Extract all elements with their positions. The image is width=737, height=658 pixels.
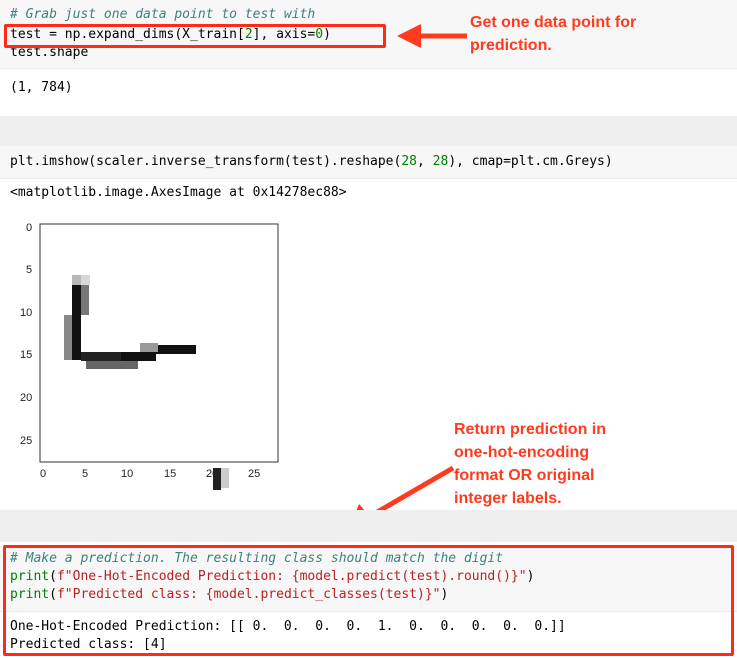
empty-code-cell[interactable] (0, 116, 737, 146)
cell-separator (0, 611, 737, 612)
code-comment-line: # Grab just one data point to test with (10, 7, 316, 22)
y-tick-label: 25 (20, 435, 33, 447)
x-tick-label: 25 (248, 468, 261, 480)
x-tick-label: 0 (40, 468, 47, 480)
code-line-print-class: print(f"Predicted class: {model.predict_… (10, 587, 449, 602)
y-tick-label: 15 (20, 349, 33, 361)
code-cell-1[interactable] (0, 0, 737, 68)
code-line-expand-dims: test = np.expand_dims(X_train[2], axis=0… (10, 27, 331, 42)
code-comment-prediction: # Make a prediction. The resulting class… (10, 551, 504, 566)
highlight-box-prediction (3, 545, 734, 656)
x-tick-label: 10 (121, 468, 134, 480)
x-tick-label: 15 (164, 468, 177, 480)
cell-1-output: (1, 784) (10, 80, 73, 95)
empty-code-cell[interactable] (0, 510, 737, 542)
cell-2-output: <matplotlib.image.AxesImage at 0x14278ec… (10, 185, 347, 200)
code-cell-3[interactable] (0, 545, 737, 611)
code-line-print-onehot: print(f"One-Hot-Encoded Prediction: {mod… (10, 569, 535, 584)
highlight-box-expand-dims (4, 24, 386, 48)
digit-plot: 0 5 10 15 20 25 0 5 10 15 20 25 (0, 200, 300, 490)
x-tick-label: 5 (82, 468, 89, 480)
predicted-class-output: Predicted class: [4] (10, 637, 167, 652)
code-cell-2[interactable] (0, 146, 737, 178)
annotation-arrow-1 (397, 24, 467, 48)
y-tick-label: 0 (26, 222, 33, 234)
code-line-imshow: plt.imshow(scaler.inverse_transform(test… (10, 154, 613, 169)
y-tick-label: 5 (26, 264, 33, 276)
y-tick-label: 20 (20, 392, 33, 404)
cell-separator (0, 68, 737, 69)
annotation-get-one-data-point: Get one data point for prediction. (470, 14, 637, 54)
annotation-return-prediction: Return prediction in one-hot-encoding fo… (454, 421, 606, 507)
code-line-shape: test.shape (10, 45, 89, 60)
onehot-prediction-output: One-Hot-Encoded Prediction: [[ 0. 0. 0. … (10, 619, 566, 634)
y-tick-label: 10 (20, 307, 33, 319)
x-tick-label: 20 (206, 468, 219, 480)
digit-image-axes (39, 223, 279, 490)
cell-separator (0, 178, 737, 179)
